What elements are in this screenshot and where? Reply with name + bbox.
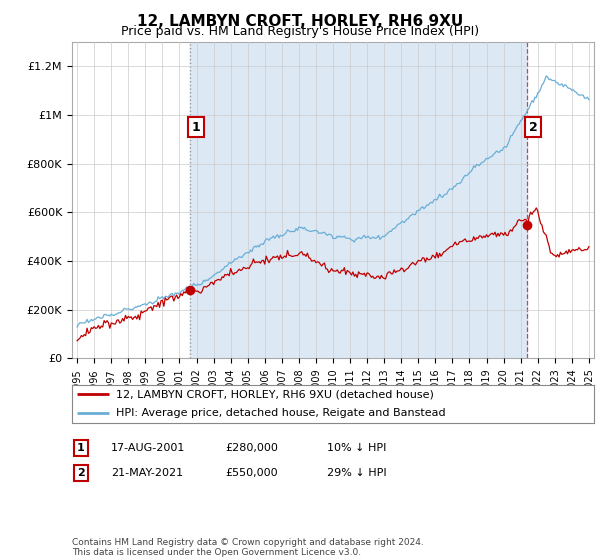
Text: 10% ↓ HPI: 10% ↓ HPI bbox=[327, 443, 386, 453]
Text: 29% ↓ HPI: 29% ↓ HPI bbox=[327, 468, 386, 478]
Text: 21-MAY-2021: 21-MAY-2021 bbox=[111, 468, 183, 478]
Text: 12, LAMBYN CROFT, HORLEY, RH6 9XU: 12, LAMBYN CROFT, HORLEY, RH6 9XU bbox=[137, 14, 463, 29]
Text: £550,000: £550,000 bbox=[225, 468, 278, 478]
Text: Price paid vs. HM Land Registry's House Price Index (HPI): Price paid vs. HM Land Registry's House … bbox=[121, 25, 479, 38]
Text: 2: 2 bbox=[77, 468, 85, 478]
Text: £280,000: £280,000 bbox=[225, 443, 278, 453]
Text: 17-AUG-2001: 17-AUG-2001 bbox=[111, 443, 185, 453]
Text: Contains HM Land Registry data © Crown copyright and database right 2024.
This d: Contains HM Land Registry data © Crown c… bbox=[72, 538, 424, 557]
Text: 1: 1 bbox=[192, 121, 200, 134]
Text: 12, LAMBYN CROFT, HORLEY, RH6 9XU (detached house): 12, LAMBYN CROFT, HORLEY, RH6 9XU (detac… bbox=[116, 389, 434, 399]
Text: HPI: Average price, detached house, Reigate and Banstead: HPI: Average price, detached house, Reig… bbox=[116, 408, 446, 418]
Text: 2: 2 bbox=[529, 121, 538, 134]
Text: 1: 1 bbox=[77, 443, 85, 453]
Bar bbox=[190, 42, 527, 358]
